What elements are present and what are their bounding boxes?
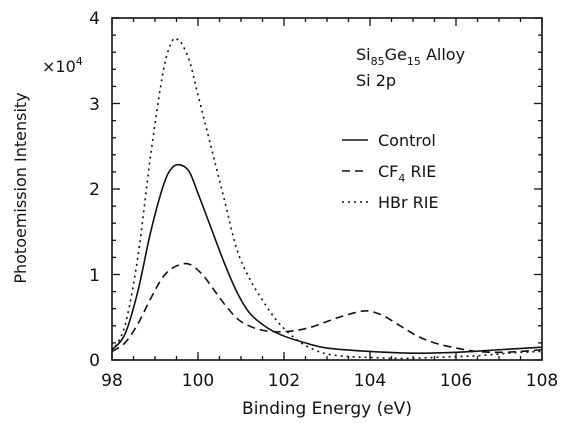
plot-frame [111,17,543,361]
y-axis-label: Photoemission Intensity [11,92,30,283]
annotation-rest: Alloy [421,45,465,64]
legend-label-cf4-sub: 4 [398,172,405,185]
x-tick-label: 108 [526,371,558,391]
y-tick-labels: 0 1 2 3 4 [89,9,100,371]
series-line-hbr-rie [111,37,543,360]
x-axis-label: Binding Energy (eV) [242,399,412,419]
annotation-elem-b: Ge [385,45,407,64]
y-tick-label: 3 [89,95,100,115]
y-tick-label: 0 [89,351,100,371]
series-lines [111,37,543,360]
y-multiplier-base: ×10 [42,57,76,76]
legend-label-control: Control [378,131,436,150]
annotation-sub-a: 85 [371,55,385,68]
x-tick-label: 106 [440,371,472,391]
x-tick-labels: 98 100 102 104 106 108 [101,371,558,391]
series-line-control [111,163,543,354]
annotation-line1: Si85Ge15 Alloy [356,45,465,68]
x-tick-label: 104 [354,371,386,391]
annotation-sub-b: 15 [407,55,421,68]
legend-label-cf4-base: CF [378,162,398,181]
y-multiplier-exponent: 4 [76,55,83,68]
x-tick-label: 98 [101,371,123,391]
legend-label-hbr: HBr RIE [378,193,439,212]
series-line-cf4-rie [111,262,543,354]
legend-label-cf4-rest: RIE [405,162,436,181]
legend-label-cf4: CF4 RIE [378,162,436,185]
tick-marks [111,17,543,361]
svg-text:×104: ×104 [42,55,83,76]
x-tick-label: 102 [268,371,300,391]
legend: Control CF4 RIE HBr RIE [342,131,439,212]
x-tick-label: 100 [182,371,214,391]
y-multiplier: ×104 [42,55,83,76]
annotation-line2: Si 2p [356,71,396,90]
y-tick-label: 2 [89,180,100,200]
annotation-elem-a: Si [356,45,371,64]
y-tick-label: 1 [89,266,100,286]
y-tick-label: 4 [89,9,100,29]
plot-axes [111,17,543,361]
annotation: Si85Ge15 Alloy Si 2p [356,45,465,90]
